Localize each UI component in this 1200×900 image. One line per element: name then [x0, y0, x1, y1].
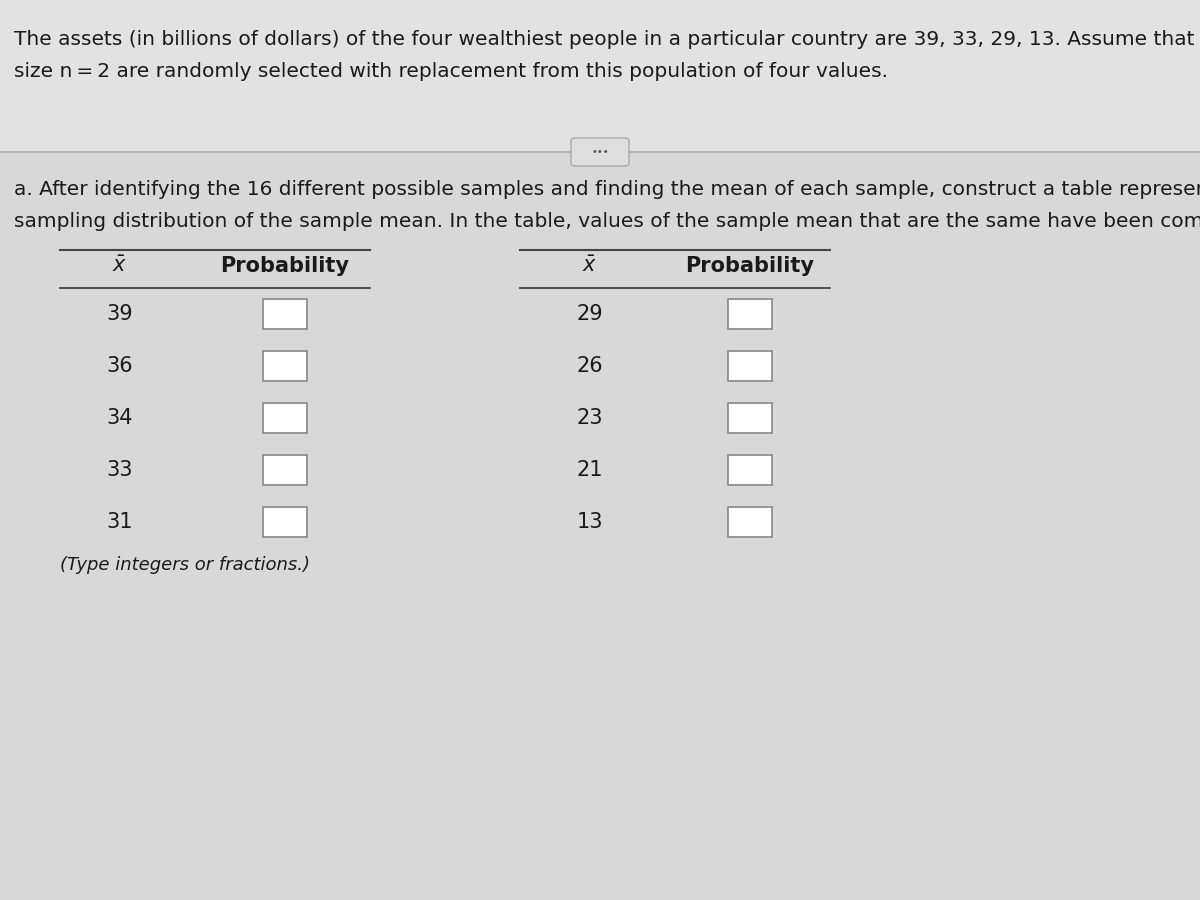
Text: 34: 34 [107, 408, 133, 428]
Bar [263, 455, 307, 485]
Bar [728, 351, 772, 381]
Text: 33: 33 [107, 460, 133, 480]
Text: sampling distribution of the sample mean. In the table, values of the sample mea: sampling distribution of the sample mean… [14, 212, 1200, 231]
Text: (Type integers or fractions.): (Type integers or fractions.) [60, 556, 310, 574]
Text: 36: 36 [107, 356, 133, 376]
Bar [263, 507, 307, 537]
Text: 13: 13 [577, 512, 604, 532]
Text: $\bar{x}$: $\bar{x}$ [113, 256, 127, 276]
Text: The assets (in billions of dollars) of the four wealthiest people in a particula: The assets (in billions of dollars) of t… [14, 30, 1200, 49]
Text: size n = 2 are randomly selected with replacement from this population of four v: size n = 2 are randomly selected with re… [14, 62, 888, 81]
Text: a. After identifying the 16 different possible samples and finding the mean of e: a. After identifying the 16 different po… [14, 180, 1200, 199]
Bar [728, 455, 772, 485]
Bar [728, 299, 772, 329]
Text: 39: 39 [107, 304, 133, 324]
Text: •••: ••• [592, 147, 608, 157]
Text: $\bar{x}$: $\bar{x}$ [582, 256, 598, 276]
FancyBboxPatch shape [571, 138, 629, 166]
Text: 23: 23 [577, 408, 604, 428]
Text: 29: 29 [577, 304, 604, 324]
Bar [728, 403, 772, 433]
Bar [0, 0, 1200, 155]
Bar [263, 403, 307, 433]
Text: Probability: Probability [685, 256, 815, 276]
Text: Probability: Probability [221, 256, 349, 276]
Bar [263, 299, 307, 329]
Text: 26: 26 [577, 356, 604, 376]
Bar [0, 153, 1200, 900]
Text: 21: 21 [577, 460, 604, 480]
Bar [728, 507, 772, 537]
Text: 31: 31 [107, 512, 133, 532]
Bar [263, 351, 307, 381]
